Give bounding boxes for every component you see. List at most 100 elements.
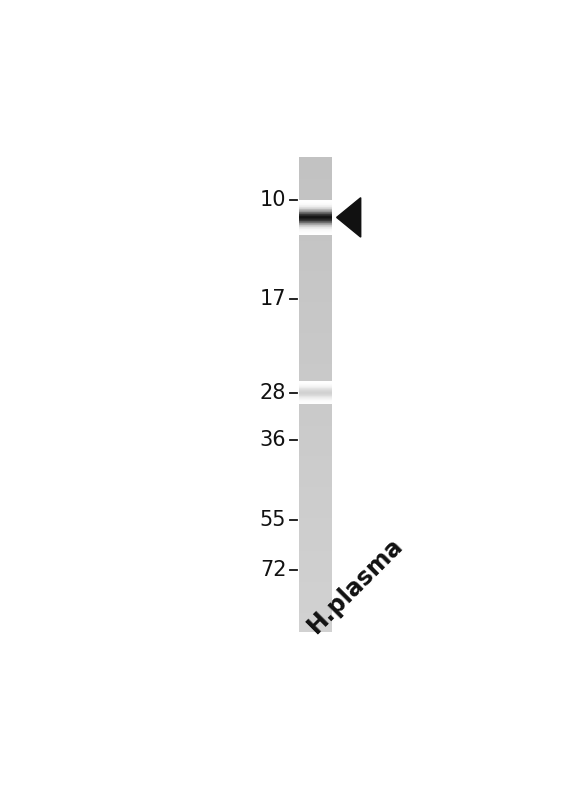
Bar	[299, 451, 332, 454]
Bar	[299, 392, 332, 394]
Bar	[299, 439, 332, 442]
Bar	[299, 206, 332, 210]
Bar	[299, 209, 332, 212]
Bar	[299, 384, 332, 386]
Bar	[299, 193, 332, 195]
Bar	[299, 232, 332, 234]
Bar	[299, 264, 332, 266]
Bar	[299, 619, 332, 622]
Bar	[299, 269, 332, 271]
Bar	[299, 534, 332, 537]
Bar	[299, 238, 332, 241]
Bar	[299, 466, 332, 468]
Bar	[299, 395, 332, 397]
Bar	[299, 316, 332, 319]
Bar	[299, 382, 332, 386]
Bar	[299, 539, 332, 542]
Bar	[299, 392, 332, 393]
Bar	[299, 396, 332, 398]
Bar	[299, 555, 332, 558]
Bar	[299, 275, 332, 278]
Bar	[299, 240, 332, 243]
Bar	[299, 225, 332, 226]
Bar	[299, 223, 332, 225]
Bar	[299, 326, 332, 328]
Bar	[299, 214, 332, 216]
Bar	[299, 496, 332, 499]
Bar	[299, 358, 332, 362]
Bar	[299, 216, 332, 219]
Bar	[299, 262, 332, 264]
Bar	[299, 413, 332, 416]
Bar	[299, 607, 332, 610]
Bar	[299, 484, 332, 487]
Bar	[299, 385, 332, 386]
Bar	[299, 498, 332, 502]
Bar	[299, 159, 332, 162]
Bar	[299, 330, 332, 333]
Bar	[299, 396, 332, 397]
Bar	[299, 233, 332, 236]
Bar	[299, 169, 332, 172]
Bar	[299, 297, 332, 300]
Bar	[299, 397, 332, 398]
Bar	[299, 541, 332, 544]
Bar	[299, 624, 332, 627]
Bar	[299, 582, 332, 585]
Bar	[299, 226, 332, 229]
Bar	[299, 393, 332, 394]
Bar	[299, 183, 332, 186]
Bar	[299, 577, 332, 580]
Bar	[299, 294, 332, 298]
Bar	[299, 437, 332, 440]
Bar	[299, 311, 332, 314]
Bar	[299, 207, 332, 209]
Bar	[299, 202, 332, 204]
Bar	[299, 477, 332, 480]
Bar	[299, 181, 332, 184]
Bar	[299, 216, 332, 217]
Bar	[299, 491, 332, 494]
Bar	[299, 470, 332, 473]
Bar	[299, 603, 332, 606]
Bar	[299, 344, 332, 347]
Bar	[299, 328, 332, 330]
Bar	[299, 565, 332, 568]
Bar	[299, 210, 332, 211]
Bar	[299, 221, 332, 222]
Bar	[299, 209, 332, 210]
Bar	[299, 598, 332, 601]
Bar	[299, 247, 332, 250]
Bar	[299, 318, 332, 322]
Bar	[299, 321, 332, 324]
Bar	[299, 520, 332, 523]
Bar	[299, 346, 332, 350]
Bar	[299, 259, 332, 262]
Bar	[299, 506, 332, 509]
Bar	[299, 214, 332, 215]
Bar	[299, 403, 332, 404]
Bar	[299, 418, 332, 421]
Bar	[299, 410, 332, 414]
Bar	[299, 617, 332, 620]
Bar	[299, 162, 332, 165]
Bar	[299, 594, 332, 596]
Bar	[299, 383, 332, 384]
Bar	[299, 546, 332, 549]
Bar	[299, 489, 332, 492]
Bar	[299, 338, 332, 340]
Bar	[299, 392, 332, 394]
Bar	[299, 399, 332, 401]
Bar	[299, 527, 332, 530]
Bar	[299, 373, 332, 376]
Polygon shape	[337, 198, 360, 237]
Bar	[299, 442, 332, 445]
Bar	[299, 375, 332, 378]
Bar	[299, 215, 332, 216]
Bar	[299, 211, 332, 214]
Bar	[299, 385, 332, 386]
Bar	[299, 186, 332, 189]
Bar	[299, 596, 332, 598]
Bar	[299, 212, 332, 214]
Bar	[299, 212, 332, 213]
